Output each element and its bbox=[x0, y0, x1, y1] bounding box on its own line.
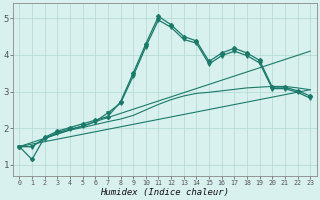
X-axis label: Humidex (Indice chaleur): Humidex (Indice chaleur) bbox=[100, 188, 229, 197]
